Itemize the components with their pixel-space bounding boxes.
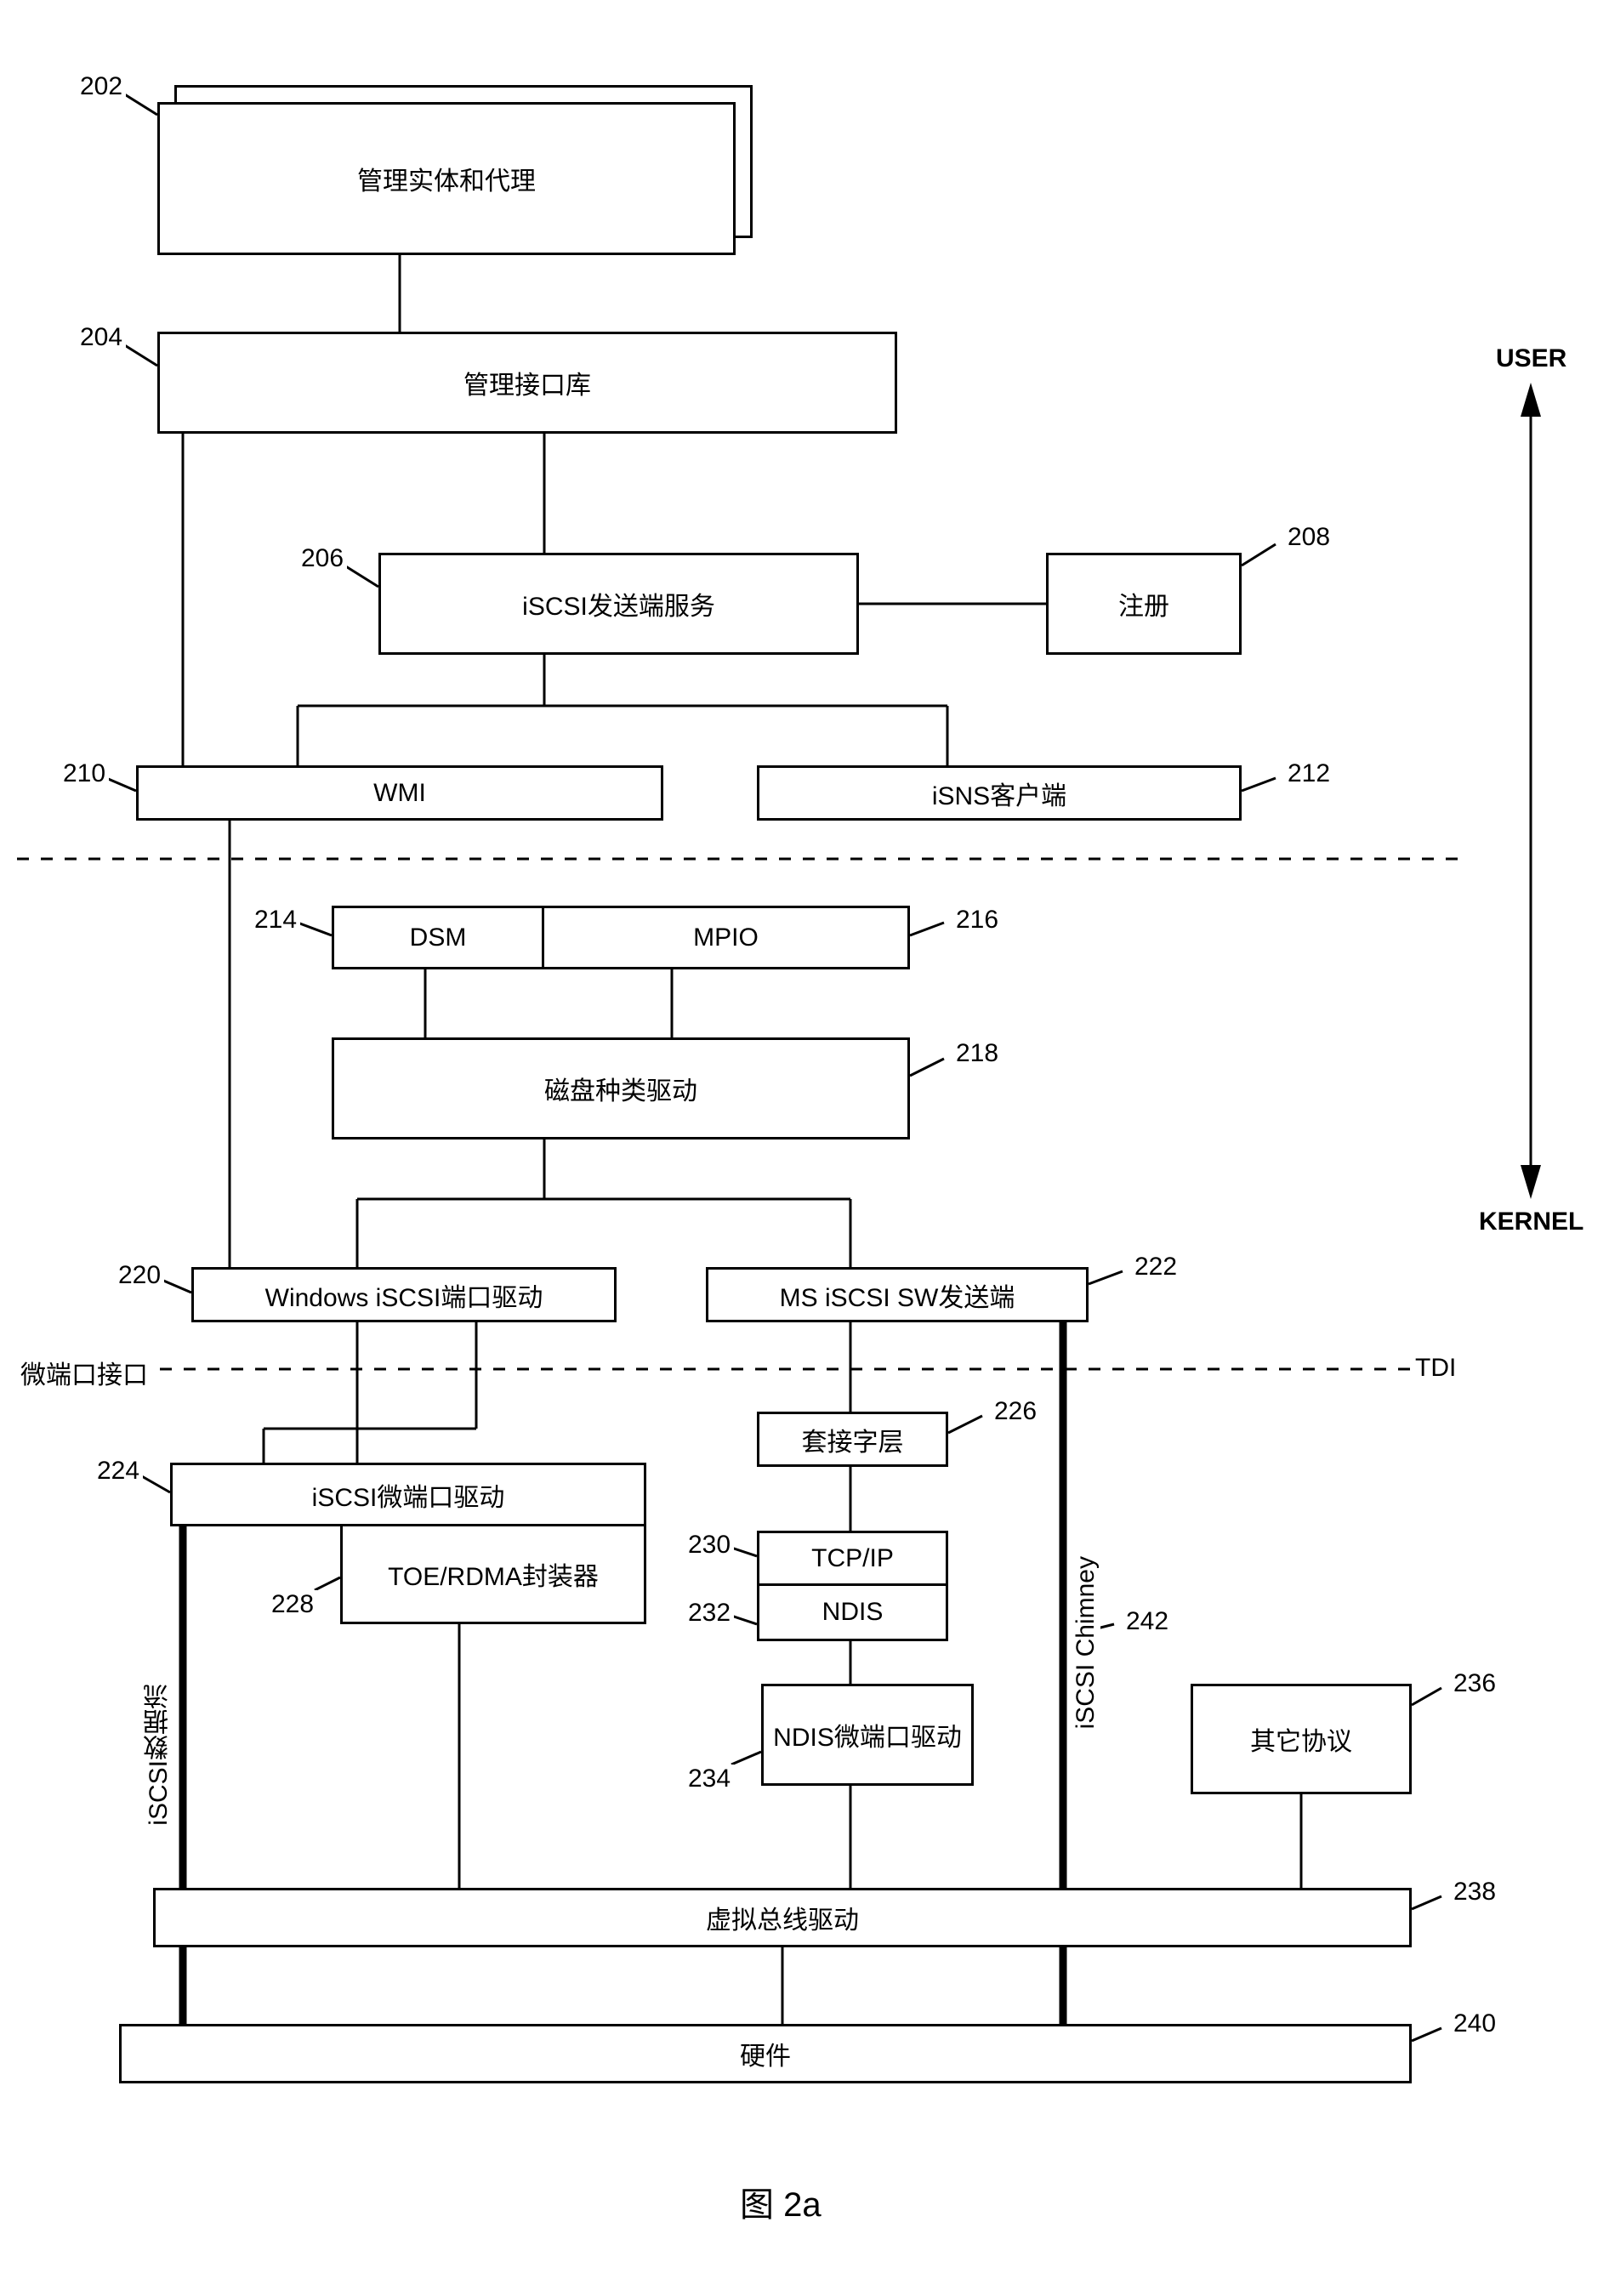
- box-236: 其它协议: [1191, 1684, 1412, 1794]
- box-208-text: 注册: [1118, 585, 1169, 622]
- box-220-text: Windows iSCSI端口驱动: [265, 1276, 543, 1314]
- ref-204: 204: [77, 323, 126, 352]
- box-214-text: DSM: [410, 924, 467, 952]
- box-222-text: MS iSCSI SW发送端: [780, 1276, 1015, 1314]
- ref-238: 238: [1450, 1878, 1499, 1907]
- box-228: TOE/RDMA封装器: [340, 1524, 646, 1624]
- ref-242: 242: [1123, 1607, 1172, 1636]
- ref-222: 222: [1131, 1253, 1180, 1282]
- box-220: Windows iSCSI端口驱动: [191, 1267, 617, 1322]
- diagram-canvas: 管理实体和代理 管理接口库 iSCSI发送端服务 注册 WMI iSNS客户端 …: [0, 0, 1609, 2296]
- box-214: DSM: [332, 906, 544, 969]
- box-224-text: iSCSI微端口驱动: [312, 1476, 505, 1514]
- box-206: iSCSI发送端服务: [378, 553, 859, 655]
- box-212-text: iSNS客户端: [932, 775, 1066, 812]
- ref-234: 234: [685, 1765, 734, 1793]
- ref-228: 228: [268, 1590, 317, 1619]
- box-226-text: 套接字层: [802, 1421, 904, 1458]
- box-210: WMI: [136, 765, 663, 821]
- box-208: 注册: [1046, 553, 1242, 655]
- box-236-text: 其它协议: [1250, 1720, 1352, 1758]
- box-232-text: NDIS: [822, 1598, 884, 1627]
- box-202: 管理实体和代理: [157, 102, 736, 255]
- ref-214: 214: [251, 906, 300, 935]
- box-202-text: 管理实体和代理: [357, 160, 536, 197]
- ref-230: 230: [685, 1531, 734, 1560]
- box-234-text: NDIS微端口驱动: [773, 1716, 962, 1753]
- box-210-text: WMI: [373, 779, 426, 808]
- ref-224: 224: [94, 1457, 143, 1486]
- box-240: 硬件: [119, 2024, 1412, 2083]
- box-228-text: TOE/RDMA封装器: [388, 1555, 599, 1593]
- ref-210: 210: [60, 759, 109, 788]
- box-232: NDIS: [757, 1583, 948, 1641]
- ref-232: 232: [685, 1599, 734, 1628]
- ref-236: 236: [1450, 1669, 1499, 1698]
- box-222: MS iSCSI SW发送端: [706, 1267, 1089, 1322]
- ref-216: 216: [952, 906, 1002, 935]
- box-212: iSNS客户端: [757, 765, 1242, 821]
- figure-caption: 图 2a: [740, 2177, 822, 2226]
- label-miniport-interface: 微端口接口: [17, 1354, 151, 1391]
- box-216: MPIO: [542, 906, 910, 969]
- box-224: iSCSI微端口驱动: [170, 1463, 646, 1526]
- box-230: TCP/IP: [757, 1531, 948, 1586]
- ref-208: 208: [1284, 523, 1333, 552]
- box-240-text: 硬件: [740, 2035, 791, 2072]
- ref-226: 226: [991, 1397, 1040, 1426]
- box-234: NDIS微端口驱动: [761, 1684, 974, 1786]
- box-238: 虚拟总线驱动: [153, 1888, 1412, 1947]
- box-216-text: MPIO: [693, 924, 759, 952]
- label-tdi: TDI: [1412, 1354, 1459, 1383]
- box-218-text: 磁盘种类驱动: [544, 1070, 697, 1107]
- box-238-text: 虚拟总线驱动: [706, 1899, 859, 1936]
- ref-202: 202: [77, 72, 126, 101]
- ref-206: 206: [298, 544, 347, 573]
- ref-212: 212: [1284, 759, 1333, 788]
- box-230-text: TCP/IP: [811, 1544, 894, 1573]
- ref-240: 240: [1450, 2009, 1499, 2038]
- ref-218: 218: [952, 1039, 1002, 1068]
- box-204-text: 管理接口库: [463, 364, 591, 401]
- box-226: 套接字层: [757, 1412, 948, 1467]
- label-iscsi-chimney: iSCSI Chimney: [1072, 1556, 1100, 1729]
- label-kernel: KERNEL: [1475, 1208, 1587, 1236]
- box-218: 磁盘种类驱动: [332, 1037, 910, 1139]
- ref-220: 220: [115, 1261, 164, 1290]
- box-206-text: iSCSI发送端服务: [522, 585, 715, 622]
- label-user: USER: [1492, 344, 1570, 373]
- label-iscsi-data-flow: iSCSI数据流: [140, 1684, 178, 1826]
- box-204: 管理接口库: [157, 332, 897, 434]
